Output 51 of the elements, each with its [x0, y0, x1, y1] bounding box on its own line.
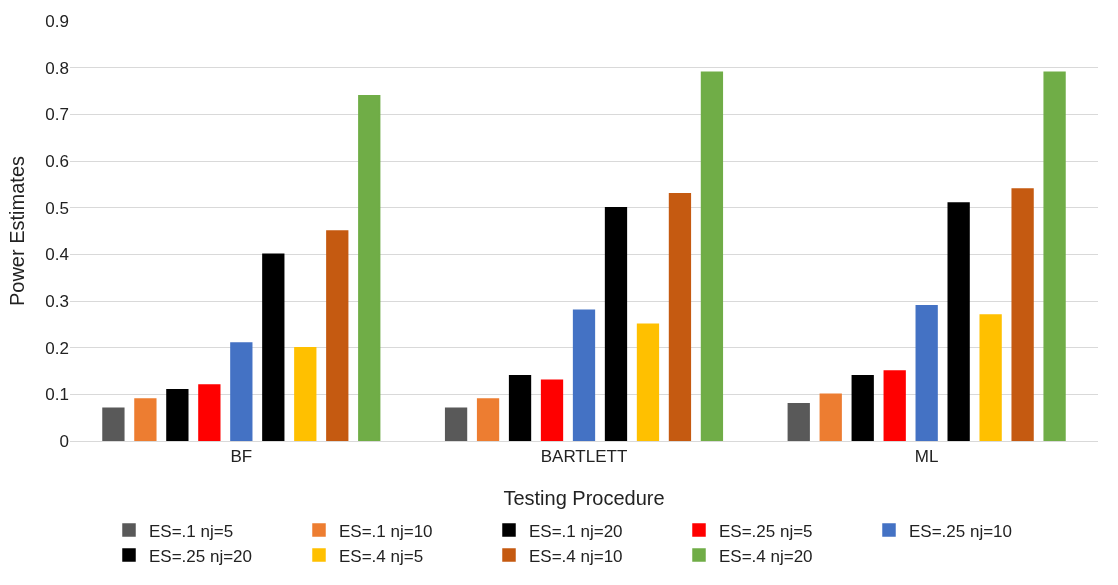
bar: [787, 402, 810, 441]
bar: [1011, 188, 1034, 441]
bar: [262, 253, 285, 441]
bar: [979, 314, 1002, 441]
bar: [604, 206, 628, 441]
bar: [636, 323, 660, 441]
legend-label: ES=.4 nj=5: [339, 546, 424, 566]
x-axis-title: Testing Procedure: [503, 486, 665, 509]
legend-label: ES=.4 nj=20: [719, 546, 813, 566]
bar: [508, 374, 532, 441]
x-tick-label: BF: [230, 447, 253, 467]
bar: [102, 407, 125, 441]
y-axis-title: Power Estimates: [5, 155, 28, 307]
x-tick-label: BARTLETT: [540, 447, 628, 467]
legend-label: ES=.25 nj=10: [909, 521, 1013, 541]
y-tick-label: 0.4: [45, 245, 69, 265]
bar: [572, 309, 596, 441]
bar: [700, 71, 724, 441]
bar: [166, 388, 189, 441]
bar: [540, 379, 564, 441]
bar: [358, 94, 381, 441]
legend-label: ES=.4 nj=10: [529, 546, 623, 566]
bar: [851, 374, 874, 441]
y-tick-label: 0.5: [45, 198, 69, 218]
y-tick-label: 0.3: [45, 291, 69, 311]
legend-label: ES=.1 nj=20: [529, 521, 623, 541]
legend-label: ES=.1 nj=10: [339, 521, 433, 541]
bar: [476, 398, 500, 441]
y-tick-label: 0.2: [45, 338, 69, 358]
bar: [294, 346, 317, 441]
y-tick-label: 0.6: [45, 151, 69, 171]
bar: [198, 384, 221, 441]
bar: [915, 304, 938, 441]
bar: [134, 398, 157, 441]
legend-label: ES=.25 nj=20: [149, 546, 253, 566]
legend-label: ES=.1 nj=5: [149, 521, 234, 541]
y-tick-label: 0.9: [45, 11, 69, 31]
bar: [326, 230, 349, 441]
bar: [1043, 71, 1066, 441]
bar: [230, 342, 253, 441]
x-tick-label: ML: [914, 447, 939, 467]
bar: [819, 393, 842, 441]
bar: [883, 370, 906, 441]
bar: [444, 407, 468, 441]
legend-label: ES=.25 nj=5: [719, 521, 813, 541]
y-tick-label: 0.7: [45, 105, 69, 125]
y-tick-label: 0: [59, 431, 69, 451]
y-tick-label: 0.1: [45, 385, 69, 405]
bar: [947, 202, 970, 441]
bar: [668, 192, 692, 441]
y-tick-label: 0.8: [45, 58, 69, 78]
